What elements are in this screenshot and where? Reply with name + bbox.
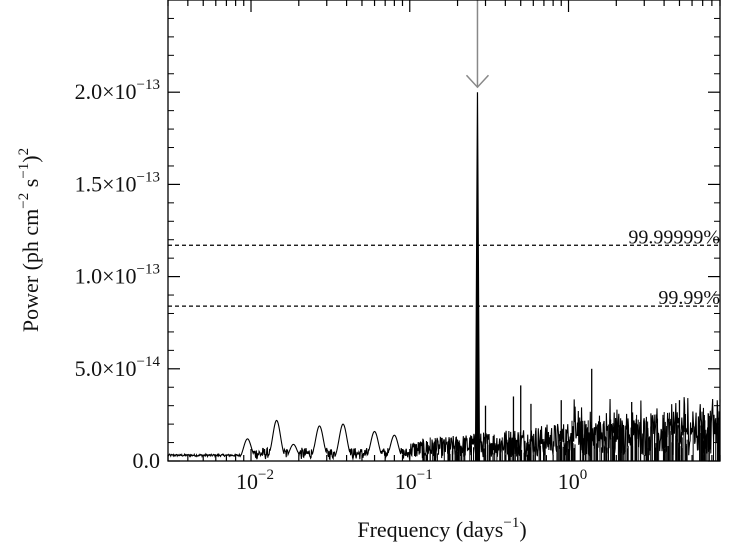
axes: 10−2 10−1 100 0.0 5.0×10−14 1.0×10−13 1.5×10−1… (75, 0, 721, 494)
peak-arrow-head (465, 74, 490, 89)
x-tick-label: 10−1 (395, 467, 433, 494)
y-tick-label: 1.5×10−13 (75, 169, 160, 196)
y-axis-title: Power (ph cm−2 s−1)2 (16, 148, 43, 332)
power-spectrum-line (167, 397, 721, 461)
y-tick-label: 0.0 (133, 448, 161, 473)
x-tick-label: 100 (558, 467, 588, 494)
y-tick-label: 2.0×10−13 (75, 77, 160, 104)
x-axis-title: Frequency (days−1) (357, 515, 526, 542)
y-tick-label: 5.0×10−14 (75, 354, 161, 381)
plot-frame (167, 0, 721, 462)
threshold-label: 99.99999% (628, 226, 720, 248)
x-tick-label: 10−2 (236, 467, 274, 494)
main-peak (474, 92, 481, 462)
y-tick-label: 1.0×10−13 (75, 262, 160, 289)
plot-area: 99.99999% 99.99% (167, 0, 721, 462)
threshold-label: 99.99% (658, 287, 720, 309)
